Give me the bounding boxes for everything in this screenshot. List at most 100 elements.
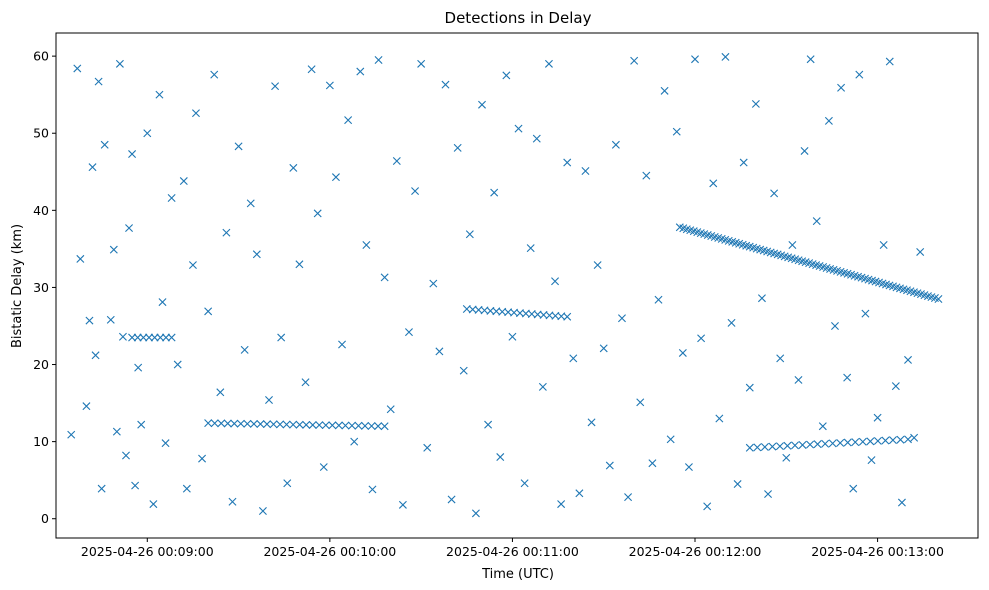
data-point [715,414,724,423]
track-point [276,420,285,429]
data-point [520,479,529,488]
data-point [757,294,766,303]
x-axis: 2025-04-26 00:09:00 2025-04-26 00:10:00 20… [81,538,944,559]
data-point [182,484,191,493]
track-point [791,441,799,450]
data-point [246,199,255,208]
y-tick-label: 10 [33,434,49,449]
data-point [447,495,456,504]
data-point [496,453,505,462]
data-point [240,345,249,354]
data-point [188,261,197,270]
data-point [910,433,919,442]
data-point [331,173,340,182]
data-point [867,456,876,465]
data-point [398,500,407,509]
data-point [563,158,572,167]
plot-frame [55,32,979,539]
data-point [198,454,207,463]
data-point [465,230,474,239]
track-point [302,420,311,429]
data-point [544,59,553,68]
data-point [234,142,243,151]
track-point [888,436,897,445]
data-point [137,420,146,429]
data-point [307,65,316,74]
data-point [82,402,91,411]
track-point [341,421,350,430]
data-point [617,314,626,323]
data-point [155,90,164,99]
track-point [775,442,784,451]
data-point [782,453,791,462]
data-point [362,241,371,250]
data-point [94,77,103,86]
data-point [380,273,389,282]
data-point [106,315,115,324]
data-point [861,309,870,318]
track-point [873,436,882,445]
data-point [158,298,167,307]
track-point [334,421,343,430]
data-point [788,241,797,250]
data-point [210,70,219,79]
track-point [256,420,265,429]
data-point [812,217,821,226]
track-point [204,419,213,428]
track-point [133,333,142,342]
track-point [210,419,219,428]
data-point [678,348,687,357]
data-point [404,328,413,337]
data-point [818,422,827,431]
x-axis-label: Time (UTC) [481,567,554,582]
data-point [271,82,280,91]
data-point [684,463,693,472]
data-point [624,493,633,502]
data-point [265,396,273,404]
data-point [313,209,322,218]
x-tick-label: 2025-04-26 00:10:00 [263,544,396,559]
data-point [490,188,499,197]
data-point [916,247,925,256]
data-point [697,334,706,343]
data-point [879,241,888,250]
track-point [308,420,317,429]
data-point [672,127,681,136]
track-point [934,295,943,303]
data-point [794,375,803,384]
track-point [243,419,252,428]
y-tick-label: 60 [33,49,49,64]
data-point [73,64,82,73]
y-axis-label: Bistatic Delay (km) [10,224,25,348]
data-point [459,366,468,375]
track-point [321,421,330,430]
data-point [134,363,143,372]
data-point [605,461,614,470]
data-point [216,388,225,397]
data-point [109,245,118,254]
data-point [538,382,547,391]
data-point [581,167,590,175]
y-axis: 0 10 20 30 40 50 60 [33,49,56,526]
y-tick-label: 0 [41,511,49,526]
chart-title: Detections in Delay [445,9,592,27]
data-point [143,129,152,138]
data-point [356,67,365,76]
data-point [648,459,657,468]
data-point [319,463,328,472]
data-point [703,502,712,511]
data-point [374,55,383,64]
data-point [508,332,517,341]
track-point [828,439,837,448]
track-point [230,419,239,428]
data-point [636,398,645,407]
track-point [236,419,245,428]
data-point [691,55,699,64]
data-point [891,382,900,391]
data-point [128,150,137,159]
data-point [630,56,639,65]
track-point [295,420,304,429]
data-point [575,489,584,498]
data-point [277,333,286,342]
data-point [179,177,188,186]
